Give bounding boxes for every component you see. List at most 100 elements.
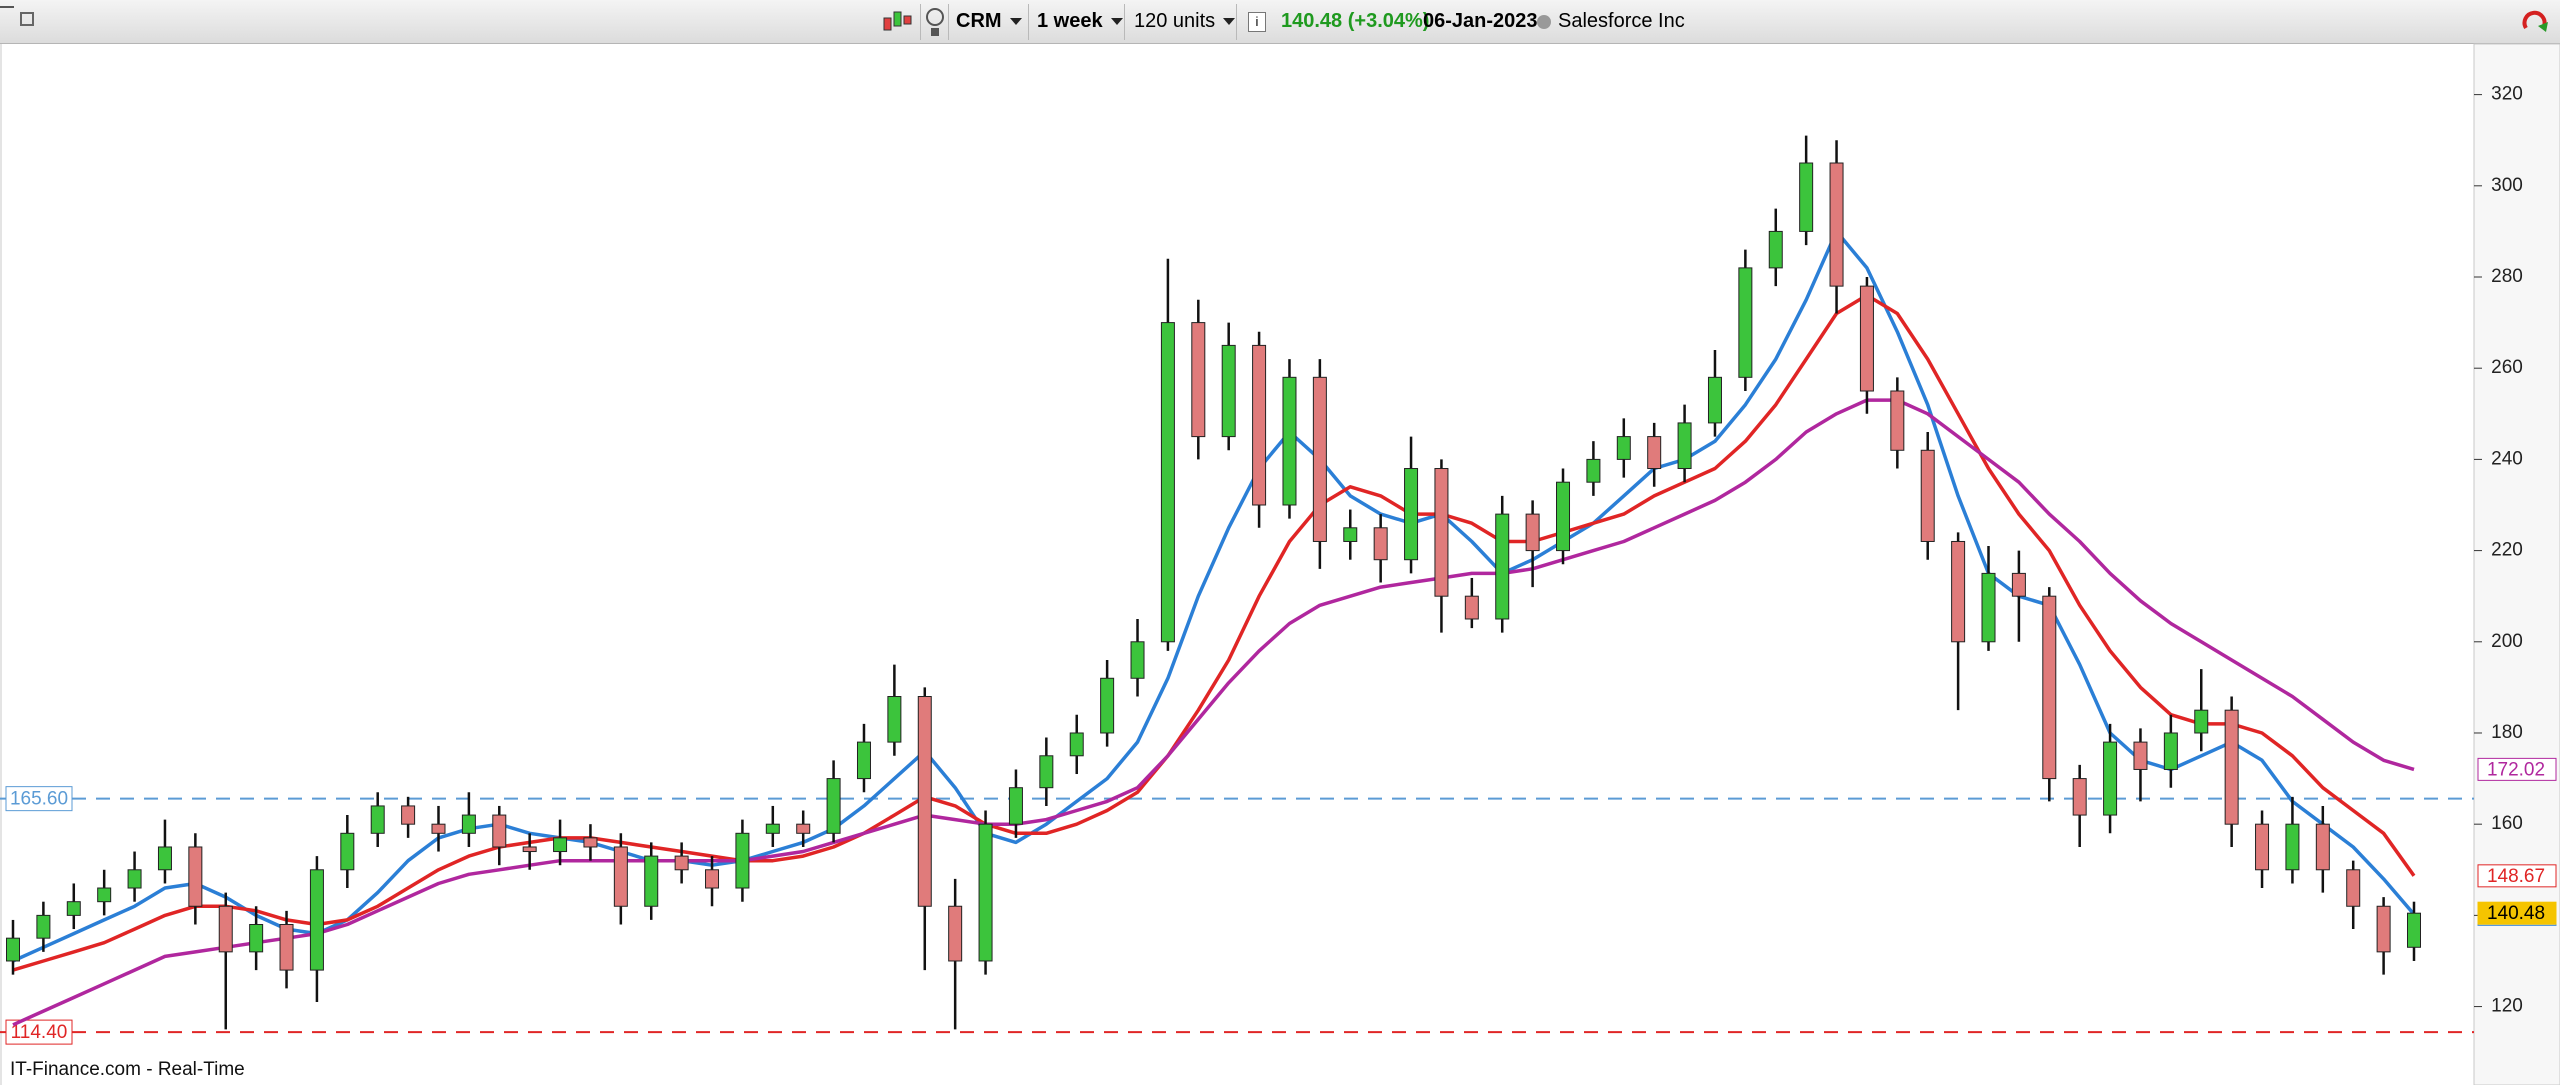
candle-body (279, 923, 294, 971)
candle-body (674, 855, 689, 871)
candle-body (2285, 823, 2300, 871)
candle-body (188, 846, 203, 907)
candle-body (2072, 778, 2087, 816)
candle-body (887, 696, 902, 743)
candle-body (826, 778, 841, 834)
candle-body (765, 823, 780, 834)
candle-body (2194, 709, 2209, 734)
y-tick-label: 260 (2491, 357, 2523, 378)
candle-body (1799, 162, 1814, 232)
candle-body (1495, 513, 1510, 620)
candle-body (735, 832, 750, 889)
chart-type-icon[interactable] (880, 6, 914, 38)
candle-body (1039, 755, 1054, 789)
moving-average-line (12, 293, 2416, 972)
candle-body (1647, 436, 1662, 470)
candle-body (705, 869, 720, 889)
candle-body (1282, 376, 1297, 506)
candle-body (2011, 572, 2026, 597)
candle-body (157, 846, 172, 871)
period-dropdown[interactable]: 1 week (1037, 10, 1123, 33)
last-value-label: 140.48 (2487, 903, 2545, 924)
candle-body (1252, 344, 1267, 506)
candle-body (127, 869, 142, 889)
candle-body (1890, 390, 1905, 451)
candle-body (1738, 267, 1753, 378)
candle-body (1008, 787, 1023, 825)
last-value-label: 148.67 (2487, 866, 2545, 887)
candle-body (1373, 527, 1388, 561)
candle-body (1191, 322, 1206, 438)
y-tick-label: 200 (2491, 631, 2523, 652)
symbol-dropdown[interactable]: CRM (956, 10, 1022, 33)
candle-body (1768, 230, 1783, 269)
candle-body (2224, 709, 2239, 825)
candle-body (1677, 422, 1692, 470)
candle-body (553, 837, 568, 853)
candle-body (97, 887, 112, 903)
candle-body (2133, 741, 2148, 770)
candle-body (1100, 677, 1115, 734)
candle-body (2042, 595, 2057, 780)
candle-body (1829, 162, 1844, 287)
refresh-icon[interactable] (2518, 6, 2552, 38)
units-dropdown[interactable]: 120 units (1134, 10, 1235, 33)
toolbar: CRM 1 week 120 units i 140.48 (+3.04%) 0… (0, 0, 2560, 44)
candle-body (401, 805, 416, 825)
candle-body (1343, 527, 1358, 542)
candle-body (978, 823, 993, 962)
quote-date: 06-Jan-2023 (1423, 10, 1538, 32)
level-label: 165.60 (10, 789, 68, 810)
company-name: Salesforce Inc (1558, 10, 1685, 32)
candle-body (2376, 905, 2391, 953)
y-tick-label: 280 (2491, 266, 2523, 287)
candle-body (36, 914, 51, 939)
candle-body (948, 905, 963, 962)
window-icon[interactable] (20, 12, 34, 26)
candle-body (1616, 436, 1631, 460)
candle-body (1951, 540, 1966, 643)
y-tick-label: 300 (2491, 175, 2523, 196)
candle-body (1586, 458, 1601, 483)
candle-body (370, 805, 385, 834)
y-tick-label: 160 (2491, 813, 2523, 834)
compare-icon[interactable] (924, 4, 946, 40)
candle-body (583, 837, 598, 848)
y-tick-label: 320 (2491, 84, 2523, 105)
y-tick-label: 120 (2491, 996, 2523, 1017)
candle-body (1434, 468, 1449, 597)
source-label: IT-Finance.com - Real-Time (10, 1059, 245, 1080)
minimize-icon[interactable] (0, 6, 14, 8)
candle-body (340, 832, 355, 871)
candle-body (6, 937, 20, 962)
candle-body (1404, 468, 1419, 561)
candle-body (1221, 344, 1236, 438)
y-tick-label: 180 (2491, 722, 2523, 743)
candle-body (796, 823, 811, 834)
candle-body (644, 855, 659, 907)
candle-body (2315, 823, 2330, 871)
candle-body (2255, 823, 2270, 871)
candle-body (309, 869, 324, 971)
candle-body (1981, 572, 1996, 643)
last-value-box (2477, 757, 2557, 781)
candle-body (1130, 641, 1145, 679)
candle-body (1556, 481, 1571, 552)
candle-body (1160, 322, 1175, 643)
candle-body (431, 823, 446, 834)
y-tick-label: 240 (2491, 448, 2523, 469)
candle-body (1069, 732, 1084, 757)
candle-body (1525, 513, 1540, 552)
candle-body (2103, 741, 2118, 816)
candle-body (492, 814, 507, 848)
candle-body (856, 741, 871, 780)
candle-body (1707, 376, 1722, 424)
y-tick-label: 220 (2491, 540, 2523, 561)
moving-average-line (12, 398, 2415, 1027)
candle-body (2163, 732, 2178, 770)
level-label: 114.40 (11, 1022, 68, 1043)
candle-body (613, 846, 628, 907)
info-icon[interactable]: i (1248, 12, 1266, 32)
candle-body (1464, 595, 1479, 620)
